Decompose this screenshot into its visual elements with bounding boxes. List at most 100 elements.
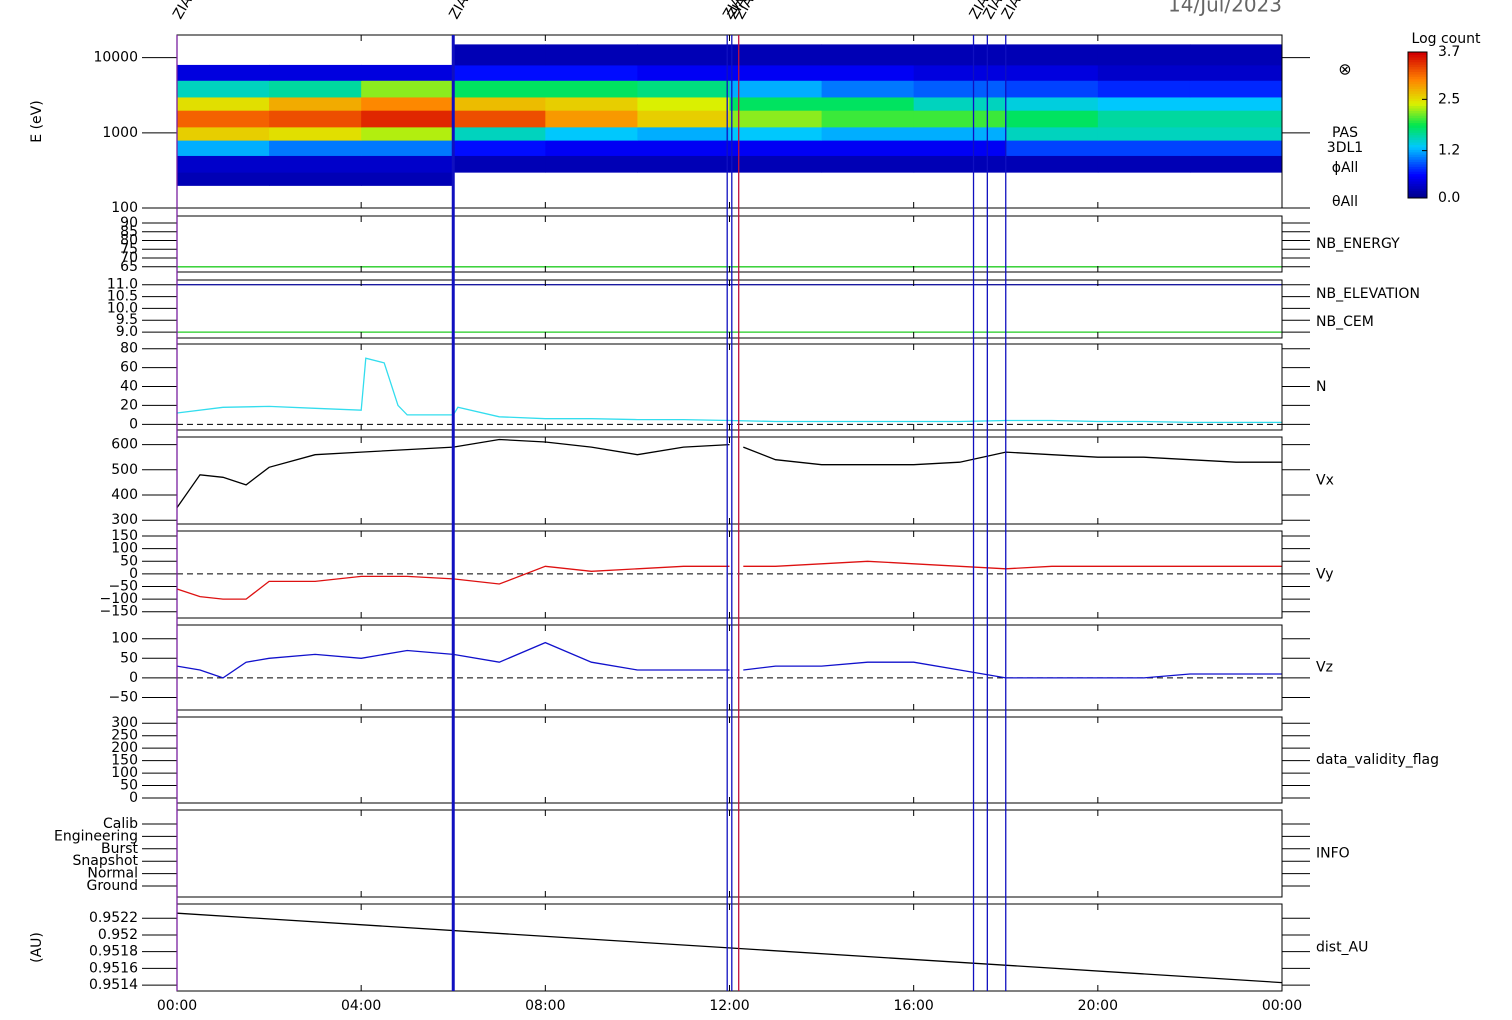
spectrogram-cell [177, 96, 270, 111]
colorbar-segment [1408, 156, 1427, 160]
spectrogram-cell [821, 44, 915, 66]
x-tick-label: 12:00 [709, 998, 749, 1014]
panel-frame [176, 279, 1283, 339]
spectrogram-cell [1005, 80, 1099, 98]
colorbar-segment [1408, 144, 1427, 148]
spectrogram-cell [361, 155, 454, 173]
spectrogram-cell [453, 126, 546, 141]
panel-label: INFO [1316, 846, 1350, 862]
panel-frame [176, 624, 1283, 711]
y-tick-label: 0 [129, 790, 138, 806]
spectrogram-cell [913, 110, 1007, 128]
spectrogram-cell [453, 155, 546, 173]
y-tick-label: 50 [120, 778, 138, 794]
colorbar-segment [1408, 95, 1427, 99]
colorbar-segment [1408, 173, 1427, 177]
spectrogram-cell [545, 110, 638, 128]
spectrogram-cell [177, 172, 270, 186]
colorbar-segment [1408, 98, 1427, 102]
series-line [176, 438, 1282, 508]
colorbar-tick-label: 0.0 [1438, 190, 1460, 206]
y-tick-label: 10.5 [107, 289, 138, 305]
spectrogram-cell [1189, 64, 1283, 81]
spectrogram-cell [361, 172, 454, 186]
colorbar-segment [1408, 154, 1427, 158]
spectrogram-cell [729, 155, 823, 173]
spectrogram-cell [821, 140, 915, 156]
spectrogram-cell [1189, 126, 1283, 141]
series-label: Vx [1316, 473, 1334, 489]
colorbar-segment [1408, 86, 1427, 89]
colorbar-segment [1408, 139, 1427, 143]
colorbar-segment [1408, 159, 1427, 162]
category-label: Normal [87, 866, 138, 882]
spectrogram-cell [453, 64, 546, 81]
series-label: Vz [1316, 660, 1333, 676]
spectrogram-cell [637, 140, 730, 156]
colorbar-segment [1408, 180, 1427, 184]
spectrogram-cell [269, 64, 362, 81]
spectrogram-cell [453, 96, 546, 111]
spectrogram-cell [729, 96, 823, 111]
spectrogram-cell [821, 80, 915, 98]
colorbar-segment [1408, 83, 1427, 87]
spectrogram-cell [1005, 64, 1099, 81]
y-tick-label: 85 [120, 224, 138, 240]
spectrogram-cell [453, 140, 546, 156]
colorbar-segment [1408, 171, 1427, 175]
y-tick-label: 300 [111, 512, 138, 528]
spectrogram-cell [453, 44, 546, 66]
circle-cross: ⊗ [1338, 60, 1351, 79]
spectrogram-cell [545, 96, 638, 111]
y-tick-label: 50 [120, 553, 138, 569]
event-label: ZIAS [446, 0, 476, 22]
colorbar-segment [1408, 100, 1427, 104]
colorbar-segment [1408, 185, 1427, 189]
spectrogram-cell [1189, 80, 1283, 98]
colorbar-segment [1408, 149, 1427, 153]
spectrogram-cell [729, 110, 823, 128]
colorbar-segment [1408, 122, 1427, 126]
panel-label: ϕAll [1332, 160, 1359, 176]
y-tick-label: 0.9516 [89, 960, 138, 976]
colorbar-segment [1408, 90, 1427, 94]
y-tick-label: 0.9522 [89, 910, 138, 926]
colorbar-tick-label: 2.5 [1438, 91, 1460, 107]
panel-frame [176, 530, 1283, 619]
panel-frame [176, 809, 1283, 898]
colorbar-segment [1408, 61, 1427, 65]
y-tick-label: 10000 [93, 50, 138, 66]
spectrogram-cell [1005, 126, 1099, 141]
series-line [176, 641, 1282, 679]
spectrogram-cell [637, 155, 730, 173]
spectrogram-cell [177, 64, 270, 81]
colorbar-segment [1408, 117, 1427, 121]
colorbar-segment [1408, 110, 1427, 114]
colorbar-segment [1408, 129, 1427, 133]
colorbar-segment [1408, 88, 1427, 92]
spectrogram-cell [1005, 96, 1099, 111]
spectrogram-cell [821, 126, 915, 141]
colorbar-segment [1408, 56, 1427, 60]
panel-label: PAS [1332, 125, 1358, 141]
y-tick-label: 250 [111, 728, 138, 744]
panel-label: θAll [1332, 194, 1358, 210]
y-tick-label: 1000 [102, 125, 138, 141]
y-tick-label: 300 [111, 715, 138, 731]
spectrogram-cell [177, 110, 270, 128]
spectrogram-cell [1097, 96, 1191, 111]
y-tick-label: 11.0 [107, 277, 138, 293]
colorbar-segment [1408, 76, 1427, 80]
spectrogram-cell [729, 126, 823, 141]
colorbar-segment [1408, 195, 1427, 199]
y-tick-label: 60 [120, 360, 138, 376]
y-tick-label: −50 [108, 578, 138, 594]
y-tick-label: 0.952 [98, 927, 138, 943]
x-tick-label: 00:00 [157, 998, 197, 1014]
colorbar-segment [1408, 59, 1427, 63]
colorbar-segment [1408, 134, 1427, 138]
y-tick-label: 40 [120, 379, 138, 395]
spectrogram-cell [269, 96, 362, 111]
x-tick-label: 16:00 [893, 998, 933, 1014]
